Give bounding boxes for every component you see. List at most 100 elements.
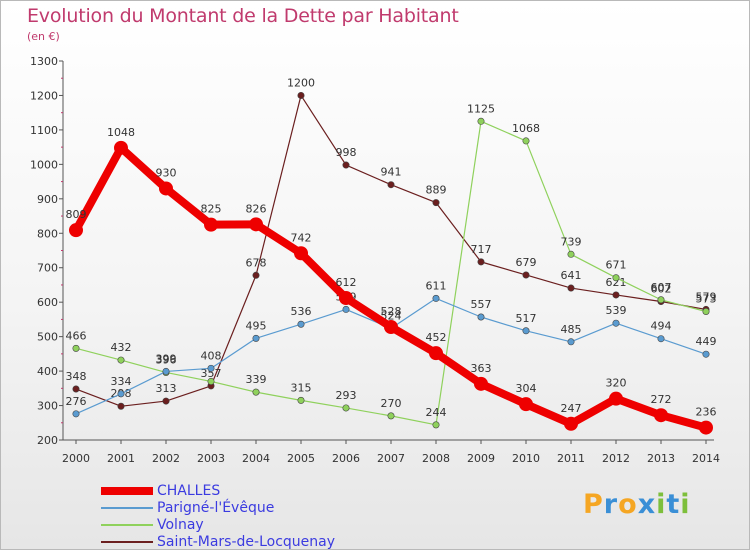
legend-swatch [101,487,153,495]
data-point [162,397,170,405]
data-point [297,320,305,328]
data-point [252,388,260,396]
logo-letter: x [637,489,657,520]
data-label: 528 [381,305,402,318]
data-label: 809 [66,208,87,221]
data-label: 941 [381,166,402,179]
data-label: 517 [516,312,537,325]
y-tick-label: 300 [37,400,58,413]
data-point [69,223,83,238]
data-label: 573 [696,292,717,305]
data-label: 930 [156,166,177,179]
data-point [159,181,173,196]
data-point [297,396,305,404]
y-tick-label: 1300 [30,55,58,68]
data-label: 276 [66,395,87,408]
series-saint-mars-de-locquenay: 3482983133576781200998941889717679641621… [66,76,717,410]
data-point [567,284,575,292]
data-label: 348 [66,370,87,383]
legend-label: Volnay [157,517,204,533]
data-label: 272 [651,393,672,406]
data-point [474,376,488,391]
data-label: 449 [696,335,717,348]
data-label: 247 [561,402,582,415]
data-point [702,307,710,315]
data-label: 494 [651,320,672,333]
x-tick-label: 2001 [107,452,135,465]
data-point [432,421,440,429]
data-point [117,402,125,410]
data-point [612,291,620,299]
chart-title: Evolution du Montant de la Dette par Hab… [27,5,459,27]
y-tick-label: 1200 [30,89,58,102]
data-label: 270 [381,397,402,410]
data-label: 399 [156,352,177,365]
data-label: 339 [246,373,267,386]
x-tick-label: 2011 [557,452,585,465]
data-point [522,137,530,145]
data-label: 739 [561,235,582,248]
data-point [384,319,398,334]
x-tick-label: 2010 [512,452,540,465]
series-volnay: 466 432 396 339 315 293 270 244 1125 1068 739 671 60… [66,102,717,429]
legend-label: Saint-Mars-de-Locquenay [157,534,336,550]
data-point [567,250,575,258]
data-point [342,404,350,412]
data-point [207,377,215,385]
legend-swatch [101,541,153,543]
data-label: 671 [606,259,627,272]
data-point [612,319,620,327]
x-tick-label: 2004 [242,452,270,465]
data-point [114,140,128,155]
data-label: 244 [426,406,447,419]
y-tick-label: 1000 [30,158,58,171]
x-tick-label: 2009 [467,452,495,465]
y-tick-label: 200 [37,434,58,447]
data-label: 717 [471,243,492,256]
data-label: 334 [111,375,132,388]
y-tick-label: 900 [37,193,58,206]
data-point [162,367,170,375]
data-point [477,117,485,125]
data-label: 621 [606,276,627,289]
data-label: 236 [696,406,717,419]
data-label: 452 [426,331,447,344]
y-tick-label: 1100 [30,124,58,137]
data-point [522,271,530,279]
data-point [654,408,668,423]
x-tick-label: 2014 [692,452,720,465]
data-label: 742 [291,231,312,244]
data-point [72,410,80,418]
legend-swatch [101,507,153,509]
legend-label: CHALLES [157,483,221,499]
data-point [294,246,308,261]
y-tick-label: 400 [37,365,58,378]
data-label: 825 [201,203,222,216]
data-label: 304 [516,382,537,395]
data-point [204,217,218,232]
x-tick-label: 2012 [602,452,630,465]
data-label: 826 [246,202,267,215]
logo-letter: t [666,489,681,520]
y-tick-label: 700 [37,262,58,275]
data-point [387,412,395,420]
x-tick-label: 2008 [422,452,450,465]
y-tick-label: 800 [37,227,58,240]
x-tick-label: 2003 [197,452,225,465]
data-point [564,416,578,431]
data-point [699,420,713,435]
data-label: 641 [561,269,582,282]
chart-subtitle: (en €) [27,30,60,43]
data-point [657,335,665,343]
data-label: 612 [336,276,357,289]
series-challes: 809 1048 930 825 826 742 612 528 452 363 304 247 320… [66,126,717,435]
data-label: 485 [561,323,582,336]
data-label: 602 [651,282,672,295]
data-point [252,334,260,342]
data-point [702,350,710,358]
data-label: 678 [246,256,267,269]
data-label: 557 [471,298,492,311]
data-point [297,91,305,99]
